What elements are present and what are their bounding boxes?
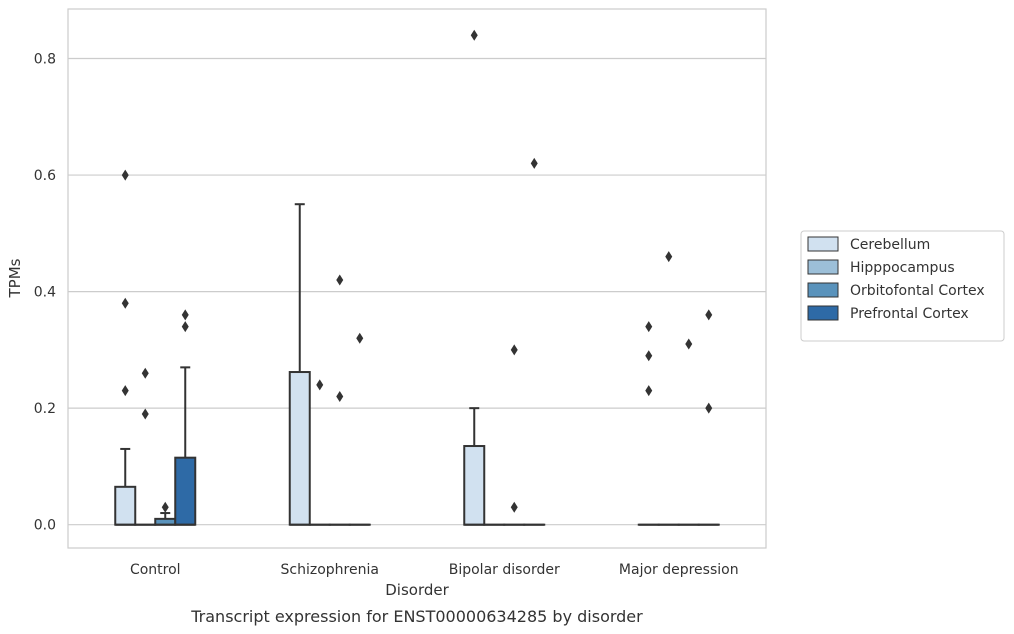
y-tick-label: 0.6 <box>34 168 56 184</box>
box-group <box>288 203 311 526</box>
y-tick-label: 0.4 <box>34 285 56 301</box>
box-group <box>114 169 137 526</box>
box-group <box>677 338 700 526</box>
outlier-point <box>336 390 344 402</box>
box-group <box>637 321 660 526</box>
outlier-point <box>161 501 169 513</box>
box-group <box>328 274 351 526</box>
legend-swatch <box>807 259 839 275</box>
box-group <box>657 251 680 526</box>
outlier-point <box>705 309 713 321</box>
outlier-point <box>141 367 149 379</box>
outlier-point <box>510 501 518 513</box>
box <box>174 456 197 526</box>
outlier-point <box>510 344 518 356</box>
y-tick-label: 0.2 <box>34 401 56 417</box>
legend-label: Prefrontal Cortex <box>850 306 969 322</box>
box-group <box>134 367 157 526</box>
grid-lines <box>68 57 766 526</box>
outlier-point <box>121 169 129 181</box>
legend-swatch <box>807 305 839 321</box>
outlier-point <box>181 321 189 333</box>
y-tick-label: 0.8 <box>34 52 56 68</box>
outlier-point <box>705 402 713 414</box>
box <box>114 485 137 526</box>
legend: Cerebellum Hipppocampus Orbitofontal Corte… <box>800 230 1005 342</box>
y-tick-label: 0.0 <box>34 518 56 534</box>
chart-caption: Transcript expression for ENST0000063428… <box>190 607 643 626</box>
outlier-point <box>645 350 653 362</box>
legend-frame <box>800 230 1005 342</box>
outlier-point <box>336 274 344 286</box>
box-group <box>697 309 720 526</box>
axis-ticks: 0.0 0.2 0.4 0.6 0.8 Control Schizophrenia Bipol… <box>34 52 739 578</box>
box <box>463 445 486 526</box>
x-tick-label: Schizophrenia <box>281 562 379 578</box>
box-group <box>463 29 486 526</box>
x-axis-label: Disorder <box>385 581 449 599</box>
outlier-point <box>645 321 653 333</box>
legend-label: Hipppocampus <box>850 260 955 276</box>
outlier-point <box>470 29 478 41</box>
box-group <box>348 332 371 526</box>
x-tick-label: Bipolar disorder <box>449 562 560 578</box>
legend-label: Cerebellum <box>850 237 930 253</box>
box-group <box>503 344 526 526</box>
outlier-point <box>356 332 364 344</box>
outlier-point <box>530 157 538 169</box>
plot-marks <box>114 29 720 526</box>
box-group <box>308 379 331 526</box>
outlier-point <box>121 385 129 397</box>
outlier-point <box>645 385 653 397</box>
box-group <box>154 501 177 526</box>
y-axis-label: TPMs <box>6 258 24 298</box>
x-tick-label: Control <box>130 562 181 578</box>
outlier-point <box>665 251 673 263</box>
x-tick-label: Major depression <box>619 562 739 578</box>
outlier-point <box>316 379 324 391</box>
box-group <box>174 309 197 526</box>
outlier-point <box>181 309 189 321</box>
box-group <box>523 157 546 526</box>
legend-swatch <box>807 282 839 298</box>
outlier-point <box>685 338 693 350</box>
box <box>288 371 311 526</box>
outlier-point <box>141 408 149 420</box>
legend-label: Orbitofontal Cortex <box>850 283 985 299</box>
plot-frame <box>67 8 767 549</box>
legend-swatch <box>807 236 839 252</box>
outlier-point <box>121 297 129 309</box>
